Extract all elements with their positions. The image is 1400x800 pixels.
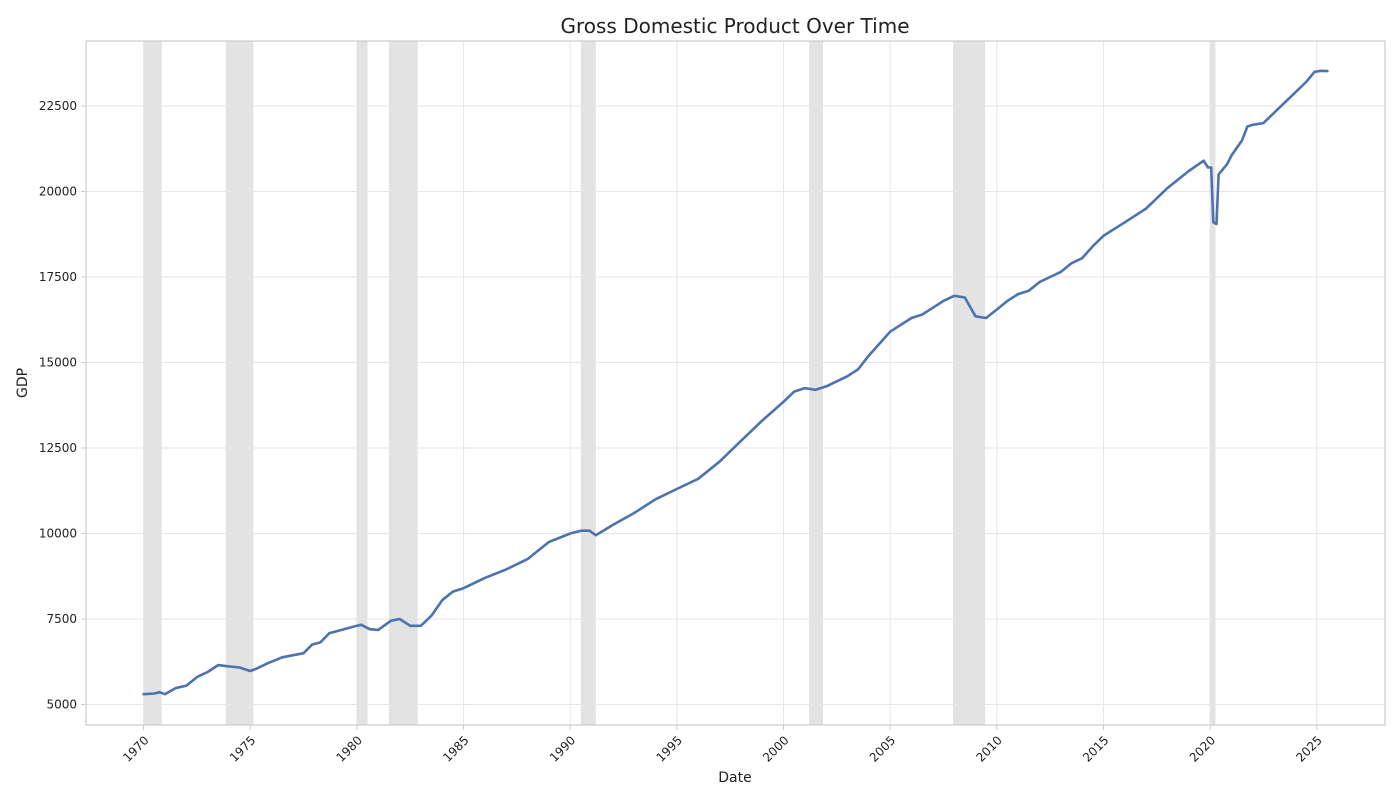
grid: [86, 41, 1385, 725]
y-tick-label: 10000: [39, 526, 77, 540]
y-tick-label: 7500: [46, 612, 77, 626]
recession-band-3: [356, 41, 368, 725]
x-tick-label: 2020: [1187, 733, 1218, 764]
x-tick-label: 2005: [867, 733, 898, 764]
y-tick-label: 12500: [39, 441, 77, 455]
x-tick-label: 2015: [1080, 733, 1111, 764]
x-tick-label: 1980: [334, 733, 365, 764]
recession-bands: [143, 41, 1216, 725]
x-tick-label: 2010: [973, 733, 1004, 764]
recession-band-1: [143, 41, 162, 725]
y-axis-label: GDP: [15, 368, 31, 398]
y-tick-label: 5000: [46, 697, 77, 711]
recession-band-5: [580, 41, 596, 725]
y-tick-label: 22500: [39, 99, 77, 113]
recession-band-4: [388, 41, 418, 725]
x-axis-label: Date: [718, 770, 751, 786]
recession-band-8: [1210, 41, 1216, 725]
plot-frame: [85, 40, 1386, 726]
y-tick-label: 17500: [39, 270, 77, 284]
x-tick-label: 2000: [760, 733, 791, 764]
recession-band-6: [809, 41, 823, 725]
chart-title: Gross Domestic Product Over Time: [560, 14, 909, 38]
gdp-series-line: [142, 69, 1329, 696]
y-tick-label: 15000: [39, 355, 77, 369]
x-tick-label: 1995: [653, 733, 684, 764]
recession-band-7: [953, 41, 986, 725]
recession-band-2: [225, 41, 254, 725]
x-tick-label: 2025: [1293, 733, 1324, 764]
x-tick-label: 1985: [440, 733, 471, 764]
y-axis-ticks: 5000 7500 10000 12500 15000 17500 20000 22500: [39, 99, 86, 711]
y-tick-label: 20000: [39, 184, 77, 198]
x-axis-ticks: 1970 1975 1980 1985 1990 1995 2000 2005 2010 2015…: [120, 725, 1325, 765]
x-tick-label: 1975: [227, 733, 258, 764]
x-tick-label: 1970: [120, 733, 151, 764]
x-tick-label: 1990: [547, 733, 578, 764]
